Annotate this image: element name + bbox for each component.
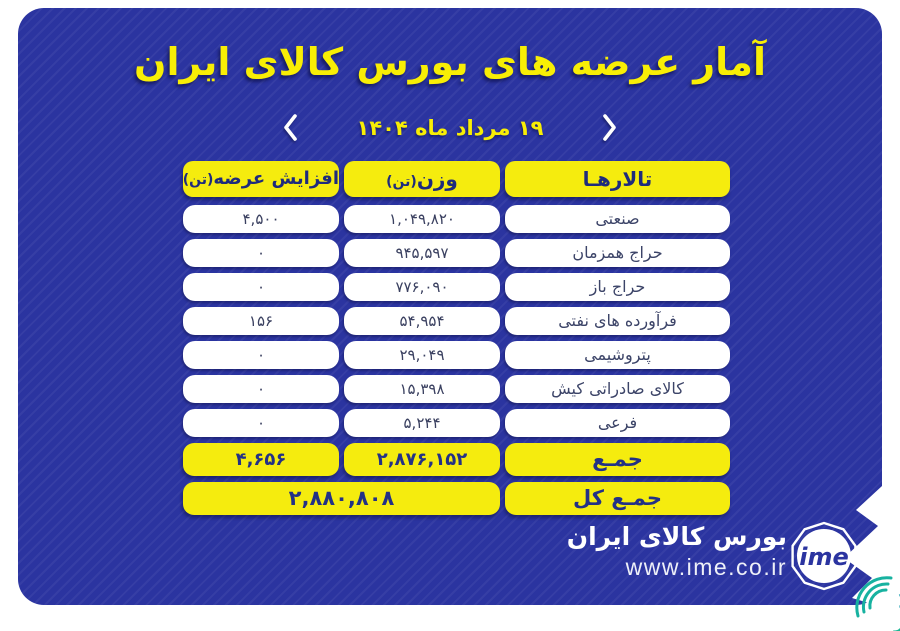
grand-total-row: جمـع کل ۲,۸۸۰,۸۰۸: [183, 482, 730, 515]
page-title: آمار عرضه های بورس کالای ایران: [134, 40, 766, 84]
increase-cell: ۰: [183, 273, 339, 301]
table-row: حراج همزمان ۹۴۵,۵۹۷ ۰: [183, 239, 730, 267]
zigzag-edge-decoration: [844, 486, 882, 607]
grand-total-value: ۲,۸۸۰,۸۰۸: [183, 482, 500, 515]
table-row: فرعی ۵,۲۴۴ ۰: [183, 409, 730, 437]
column-header-increase: افزایش عرضه(تن): [183, 161, 339, 197]
table-row: حراج باز ۷۷۶,۰۹۰ ۰: [183, 273, 730, 301]
hall-cell: صنعتی: [505, 205, 730, 233]
infographic-card: آمار عرضه های بورس کالای ایران ۱۹ مرداد …: [18, 8, 882, 607]
svg-text:ime: ime: [799, 543, 849, 571]
column-header-halls: تالارهـا: [505, 161, 730, 197]
increase-cell: ۰: [183, 409, 339, 437]
table-row: فرآورده های نفتی ۵۴,۹۵۴ ۱۵۶: [183, 307, 730, 335]
ime-logo: ime: [791, 521, 857, 591]
total-increase: ۴,۶۵۶: [183, 443, 339, 476]
hall-cell: حراج باز: [505, 273, 730, 301]
kalakhabar-watermark: کالا خبر: [855, 576, 900, 631]
weight-cell: ۱۵,۳۹۸: [344, 375, 500, 403]
hall-cell: کالای صادراتی کیش: [505, 375, 730, 403]
date-text: ۱۹ مرداد ماه ۱۴۰۴: [356, 115, 544, 140]
weight-cell: ۵۴,۹۵۴: [344, 307, 500, 335]
increase-cell: ۰: [183, 341, 339, 369]
total-row: جمـع ۲,۸۷۶,۱۵۲ ۴,۶۵۶: [183, 443, 730, 476]
org-name: بورس کالای ایران: [566, 522, 787, 551]
supply-table: تالارهـا وزن(تن) افزایش عرضه(تن) صنعتی ۱…: [183, 161, 730, 521]
weight-cell: ۷۷۶,۰۹۰: [344, 273, 500, 301]
increase-cell: ۱۵۶: [183, 307, 339, 335]
table-row: کالای صادراتی کیش ۱۵,۳۹۸ ۰: [183, 375, 730, 403]
total-weight: ۲,۸۷۶,۱۵۲: [344, 443, 500, 476]
total-label: جمـع: [505, 443, 730, 476]
hall-cell: حراج همزمان: [505, 239, 730, 267]
weight-cell: ۹۴۵,۵۹۷: [344, 239, 500, 267]
increase-cell: ۰: [183, 239, 339, 267]
table-row: صنعتی ۱,۰۴۹,۸۲۰ ۴,۵۰۰: [183, 205, 730, 233]
weight-cell: ۱,۰۴۹,۸۲۰: [344, 205, 500, 233]
increase-cell: ۰: [183, 375, 339, 403]
chevron-right-icon: [603, 114, 617, 141]
table-row: پتروشیمی ۲۹,۰۴۹ ۰: [183, 341, 730, 369]
increase-cell: ۴,۵۰۰: [183, 205, 339, 233]
chevron-left-icon: [283, 114, 297, 141]
column-header-weight: وزن(تن): [344, 161, 500, 197]
grand-total-label: جمـع کل: [505, 482, 730, 515]
hall-cell: فرآورده های نفتی: [505, 307, 730, 335]
weight-cell: ۵,۲۴۴: [344, 409, 500, 437]
signal-waves-icon: [855, 576, 893, 618]
date-row: ۱۹ مرداد ماه ۱۴۰۴: [18, 114, 882, 141]
svg-text:خبر: خبر: [893, 609, 900, 631]
header-row: تالارهـا وزن(تن) افزایش عرضه(تن): [183, 161, 730, 197]
hall-cell: پتروشیمی: [505, 341, 730, 369]
weight-cell: ۲۹,۰۴۹: [344, 341, 500, 369]
svg-text:کالا: کالا: [898, 589, 900, 613]
website-url: www.ime.co.ir: [625, 554, 787, 580]
hall-cell: فرعی: [505, 409, 730, 437]
